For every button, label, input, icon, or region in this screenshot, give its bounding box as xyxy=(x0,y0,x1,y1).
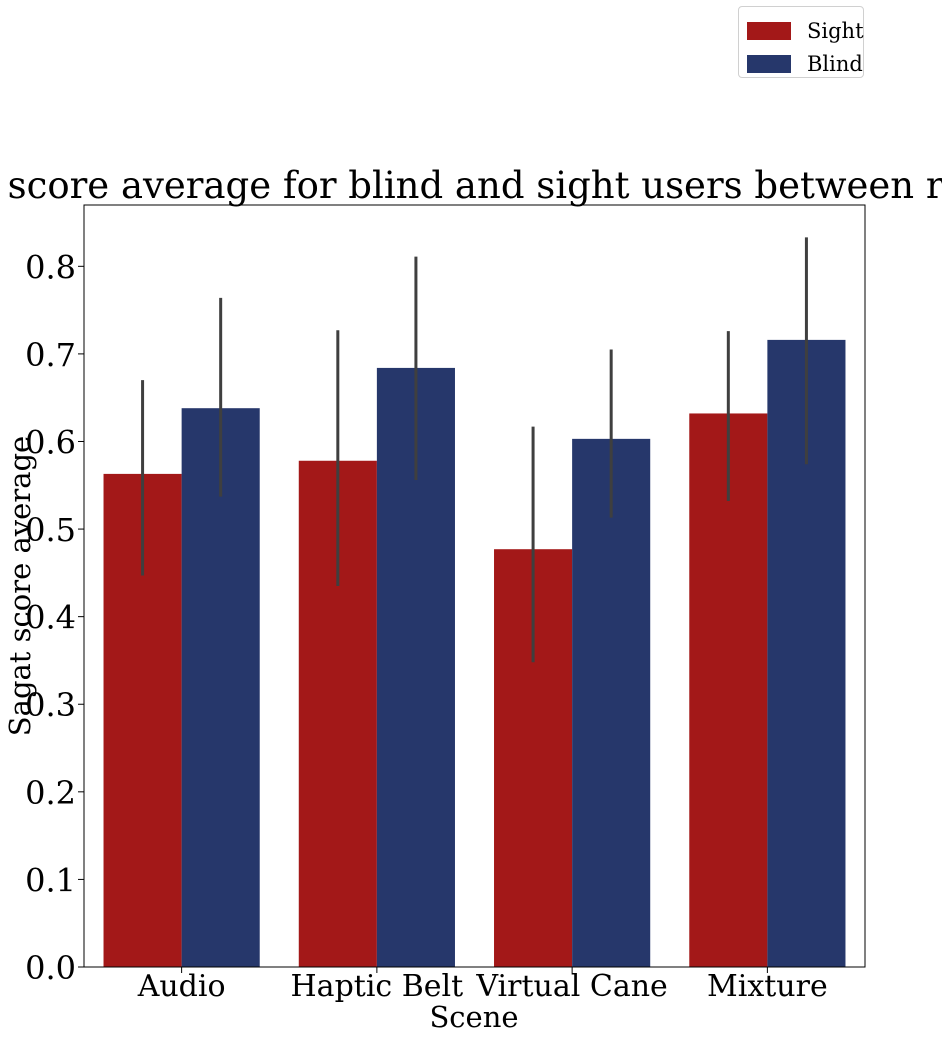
y-tick-label: 0.1 xyxy=(25,861,76,899)
y-tick-label: 0.7 xyxy=(25,336,76,374)
legend-label-sight: Sight xyxy=(807,19,864,43)
y-tick-label: 0.6 xyxy=(25,423,76,461)
x-tick-label: Audio xyxy=(137,969,226,1004)
y-axis: 0.0 0.1 0.2 0.3 0.4 0.5 0.6 0.7 0.8 xyxy=(25,248,84,987)
plot-frame xyxy=(83,204,866,968)
legend-item-sight: Sight xyxy=(747,19,864,43)
x-tick-label: Virtual Cane xyxy=(475,969,667,1004)
y-tick-label: 0.2 xyxy=(25,774,76,812)
y-tick-label: 0.4 xyxy=(25,599,76,637)
bar-blind-audio xyxy=(181,408,260,967)
y-tick-label: 0.0 xyxy=(25,949,76,987)
legend-item-blind: Blind xyxy=(747,52,863,76)
chart-title: Sagat score average for blind and sight … xyxy=(0,164,942,207)
x-tick-label: Mixture xyxy=(707,969,828,1004)
y-axis-label: Sagat score average xyxy=(3,436,37,736)
y-tick-label: 0.8 xyxy=(25,248,76,286)
legend-label-blind: Blind xyxy=(807,52,863,76)
legend: Sight Blind xyxy=(738,6,864,78)
bar-sight-mixture xyxy=(689,413,768,967)
x-axis: Audio Haptic Belt Virtual Cane Mixture xyxy=(137,967,828,1004)
legend-swatch-sight xyxy=(747,22,791,40)
x-tick-label: Haptic Belt xyxy=(291,969,464,1004)
x-axis-label: Scene xyxy=(429,1000,518,1034)
y-tick-label: 0.3 xyxy=(25,686,76,724)
legend-swatch-blind xyxy=(747,55,791,73)
y-tick-label: 0.5 xyxy=(25,511,76,549)
error-bars-group xyxy=(141,237,808,663)
bar-blind-virtual-cane xyxy=(572,438,651,967)
bars-group xyxy=(103,339,846,967)
